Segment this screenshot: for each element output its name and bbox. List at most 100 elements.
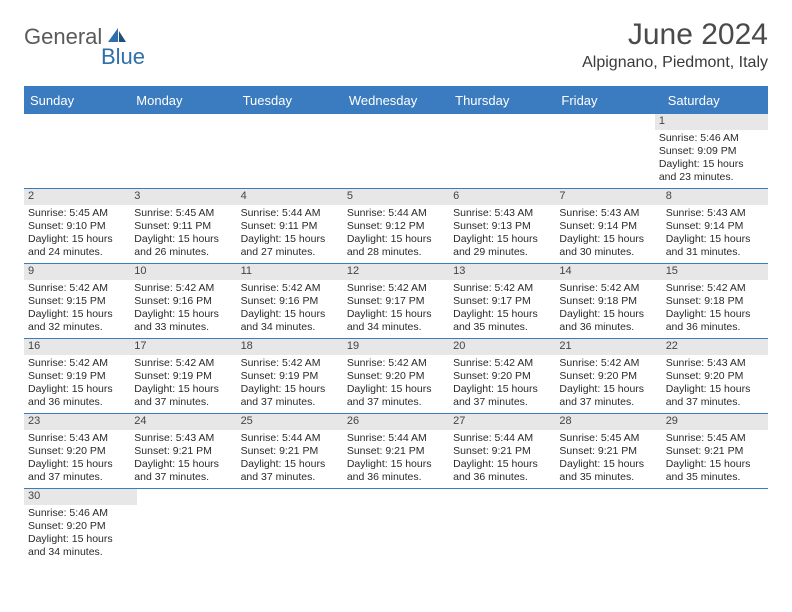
daylight-text: and 37 minutes. [134,471,232,484]
daylight-text: and 31 minutes. [666,246,764,259]
daylight-text: and 34 minutes. [347,321,445,334]
empty-day-cell [339,114,444,188]
day-number: 15 [662,264,768,280]
day-number: 1 [655,114,768,130]
week-row: 16Sunrise: 5:42 AMSunset: 9:19 PMDayligh… [24,339,768,414]
sunset-text: Sunset: 9:14 PM [559,220,657,233]
daylight-text: and 36 minutes. [559,321,657,334]
month-title: June 2024 [582,18,768,52]
day-cell: 11Sunrise: 5:42 AMSunset: 9:16 PMDayligh… [237,264,343,338]
day-number: 14 [555,264,661,280]
daylight-text: and 30 minutes. [559,246,657,259]
daylight-text: Daylight: 15 hours [134,308,232,321]
sunrise-text: Sunrise: 5:45 AM [134,207,232,220]
day-cell: 19Sunrise: 5:42 AMSunset: 9:20 PMDayligh… [343,339,449,413]
daylight-text: Daylight: 15 hours [453,383,551,396]
daylight-text: and 24 minutes. [28,246,126,259]
daylight-text: and 36 minutes. [666,321,764,334]
day-cell: 27Sunrise: 5:44 AMSunset: 9:21 PMDayligh… [449,414,555,488]
day-number: 4 [237,189,343,205]
day-number: 25 [237,414,343,430]
week-row: 23Sunrise: 5:43 AMSunset: 9:20 PMDayligh… [24,414,768,489]
sunset-text: Sunset: 9:12 PM [347,220,445,233]
daylight-text: Daylight: 15 hours [28,383,126,396]
day-cell: 10Sunrise: 5:42 AMSunset: 9:16 PMDayligh… [130,264,236,338]
daylight-text: Daylight: 15 hours [453,458,551,471]
day-cell: 4Sunrise: 5:44 AMSunset: 9:11 PMDaylight… [237,189,343,263]
daylight-text: Daylight: 15 hours [134,458,232,471]
sunrise-text: Sunrise: 5:43 AM [28,432,126,445]
sunset-text: Sunset: 9:21 PM [666,445,764,458]
sunrise-text: Sunrise: 5:44 AM [241,432,339,445]
location-label: Alpignano, Piedmont, Italy [582,54,768,72]
day-number: 16 [24,339,130,355]
brand-general: General [24,24,102,50]
sunset-text: Sunset: 9:16 PM [134,295,232,308]
daylight-text: and 29 minutes. [453,246,551,259]
daylight-text: and 34 minutes. [28,546,133,559]
dow-friday: Friday [555,88,661,114]
day-number: 28 [555,414,661,430]
daylight-text: Daylight: 15 hours [241,308,339,321]
daylight-text: Daylight: 15 hours [659,158,764,171]
daylight-text: and 33 minutes. [134,321,232,334]
sunrise-text: Sunrise: 5:42 AM [134,357,232,370]
sunset-text: Sunset: 9:10 PM [28,220,126,233]
daylight-text: Daylight: 15 hours [666,383,764,396]
day-cell: 2Sunrise: 5:45 AMSunset: 9:10 PMDaylight… [24,189,130,263]
empty-day-cell [347,489,452,563]
sunset-text: Sunset: 9:19 PM [28,370,126,383]
day-number: 29 [662,414,768,430]
day-number: 6 [449,189,555,205]
daylight-text: and 36 minutes. [453,471,551,484]
dow-sunday: Sunday [24,88,130,114]
daylight-text: and 35 minutes. [666,471,764,484]
day-number: 24 [130,414,236,430]
daylight-text: and 28 minutes. [347,246,445,259]
day-number: 3 [130,189,236,205]
sunset-text: Sunset: 9:21 PM [453,445,551,458]
sunrise-text: Sunrise: 5:42 AM [347,282,445,295]
sunset-text: Sunset: 9:21 PM [241,445,339,458]
day-cell: 14Sunrise: 5:42 AMSunset: 9:18 PMDayligh… [555,264,661,338]
empty-day-cell [137,489,242,563]
daylight-text: Daylight: 15 hours [347,233,445,246]
day-number: 2 [24,189,130,205]
day-cell: 3Sunrise: 5:45 AMSunset: 9:11 PMDaylight… [130,189,236,263]
daylight-text: Daylight: 15 hours [241,383,339,396]
daylight-text: Daylight: 15 hours [666,458,764,471]
dow-monday: Monday [130,88,236,114]
day-cell: 15Sunrise: 5:42 AMSunset: 9:18 PMDayligh… [662,264,768,338]
sunset-text: Sunset: 9:09 PM [659,145,764,158]
sunset-text: Sunset: 9:14 PM [666,220,764,233]
sunrise-text: Sunrise: 5:45 AM [666,432,764,445]
sunset-text: Sunset: 9:11 PM [134,220,232,233]
sunset-text: Sunset: 9:19 PM [241,370,339,383]
daylight-text: Daylight: 15 hours [453,308,551,321]
sunrise-text: Sunrise: 5:42 AM [666,282,764,295]
day-number: 23 [24,414,130,430]
sunrise-text: Sunrise: 5:42 AM [453,282,551,295]
sunrise-text: Sunrise: 5:44 AM [453,432,551,445]
sunrise-text: Sunrise: 5:44 AM [347,432,445,445]
empty-day-cell [550,114,655,188]
sunrise-text: Sunrise: 5:43 AM [559,207,657,220]
day-cell: 17Sunrise: 5:42 AMSunset: 9:19 PMDayligh… [130,339,236,413]
sunset-text: Sunset: 9:20 PM [347,370,445,383]
day-cell: 12Sunrise: 5:42 AMSunset: 9:17 PMDayligh… [343,264,449,338]
sunset-text: Sunset: 9:16 PM [241,295,339,308]
sunrise-text: Sunrise: 5:46 AM [28,507,133,520]
empty-day-cell [234,114,339,188]
day-cell: 13Sunrise: 5:42 AMSunset: 9:17 PMDayligh… [449,264,555,338]
daylight-text: and 37 minutes. [453,396,551,409]
sunset-text: Sunset: 9:17 PM [453,295,551,308]
title-block: June 2024 Alpignano, Piedmont, Italy [582,18,768,72]
sunrise-text: Sunrise: 5:42 AM [559,282,657,295]
sunset-text: Sunset: 9:19 PM [134,370,232,383]
daylight-text: and 36 minutes. [28,396,126,409]
day-number: 22 [662,339,768,355]
empty-day-cell [445,114,550,188]
daylight-text: and 36 minutes. [347,471,445,484]
day-number: 12 [343,264,449,280]
empty-day-cell [24,114,129,188]
